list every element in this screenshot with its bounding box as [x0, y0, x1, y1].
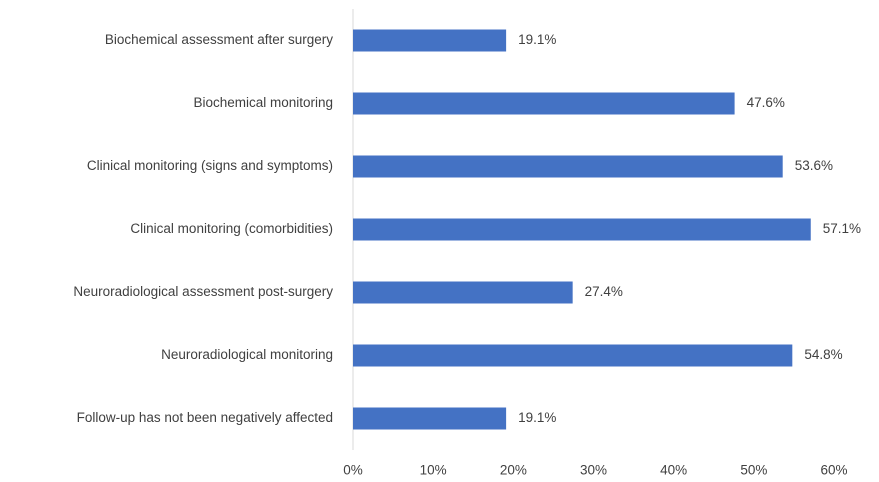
data-label: 53.6%: [795, 158, 833, 173]
data-label: 19.1%: [518, 410, 556, 425]
data-label: 54.8%: [804, 347, 842, 362]
bar: [353, 92, 735, 115]
data-label: 19.1%: [518, 32, 556, 47]
y-tick-label: Follow-up has not been negatively affect…: [77, 410, 333, 425]
y-tick-label: Clinical monitoring (comorbidities): [130, 221, 333, 236]
x-tick-label: 60%: [820, 463, 847, 478]
data-label: 27.4%: [585, 284, 623, 299]
y-tick-label: Biochemical monitoring: [193, 95, 333, 110]
y-tick-label: Clinical monitoring (signs and symptoms): [87, 158, 333, 173]
y-tick-label: Neuroradiological monitoring: [161, 347, 333, 362]
bar: [353, 218, 811, 241]
x-tick-label: 20%: [500, 463, 527, 478]
y-tick-label: Biochemical assessment after surgery: [105, 32, 333, 47]
x-tick-label: 0%: [343, 463, 363, 478]
bar: [353, 281, 573, 304]
bar: [353, 407, 507, 430]
x-tick-label: 50%: [740, 463, 767, 478]
x-tick-label: 10%: [420, 463, 447, 478]
data-label: 47.6%: [747, 95, 785, 110]
bar: [353, 29, 507, 52]
bar: [353, 344, 793, 367]
x-tick-label: 40%: [660, 463, 687, 478]
y-tick-label: Neuroradiological assessment post-surger…: [73, 284, 333, 299]
data-label: 57.1%: [823, 221, 861, 236]
x-tick-label: 30%: [580, 463, 607, 478]
bar: [353, 155, 783, 178]
